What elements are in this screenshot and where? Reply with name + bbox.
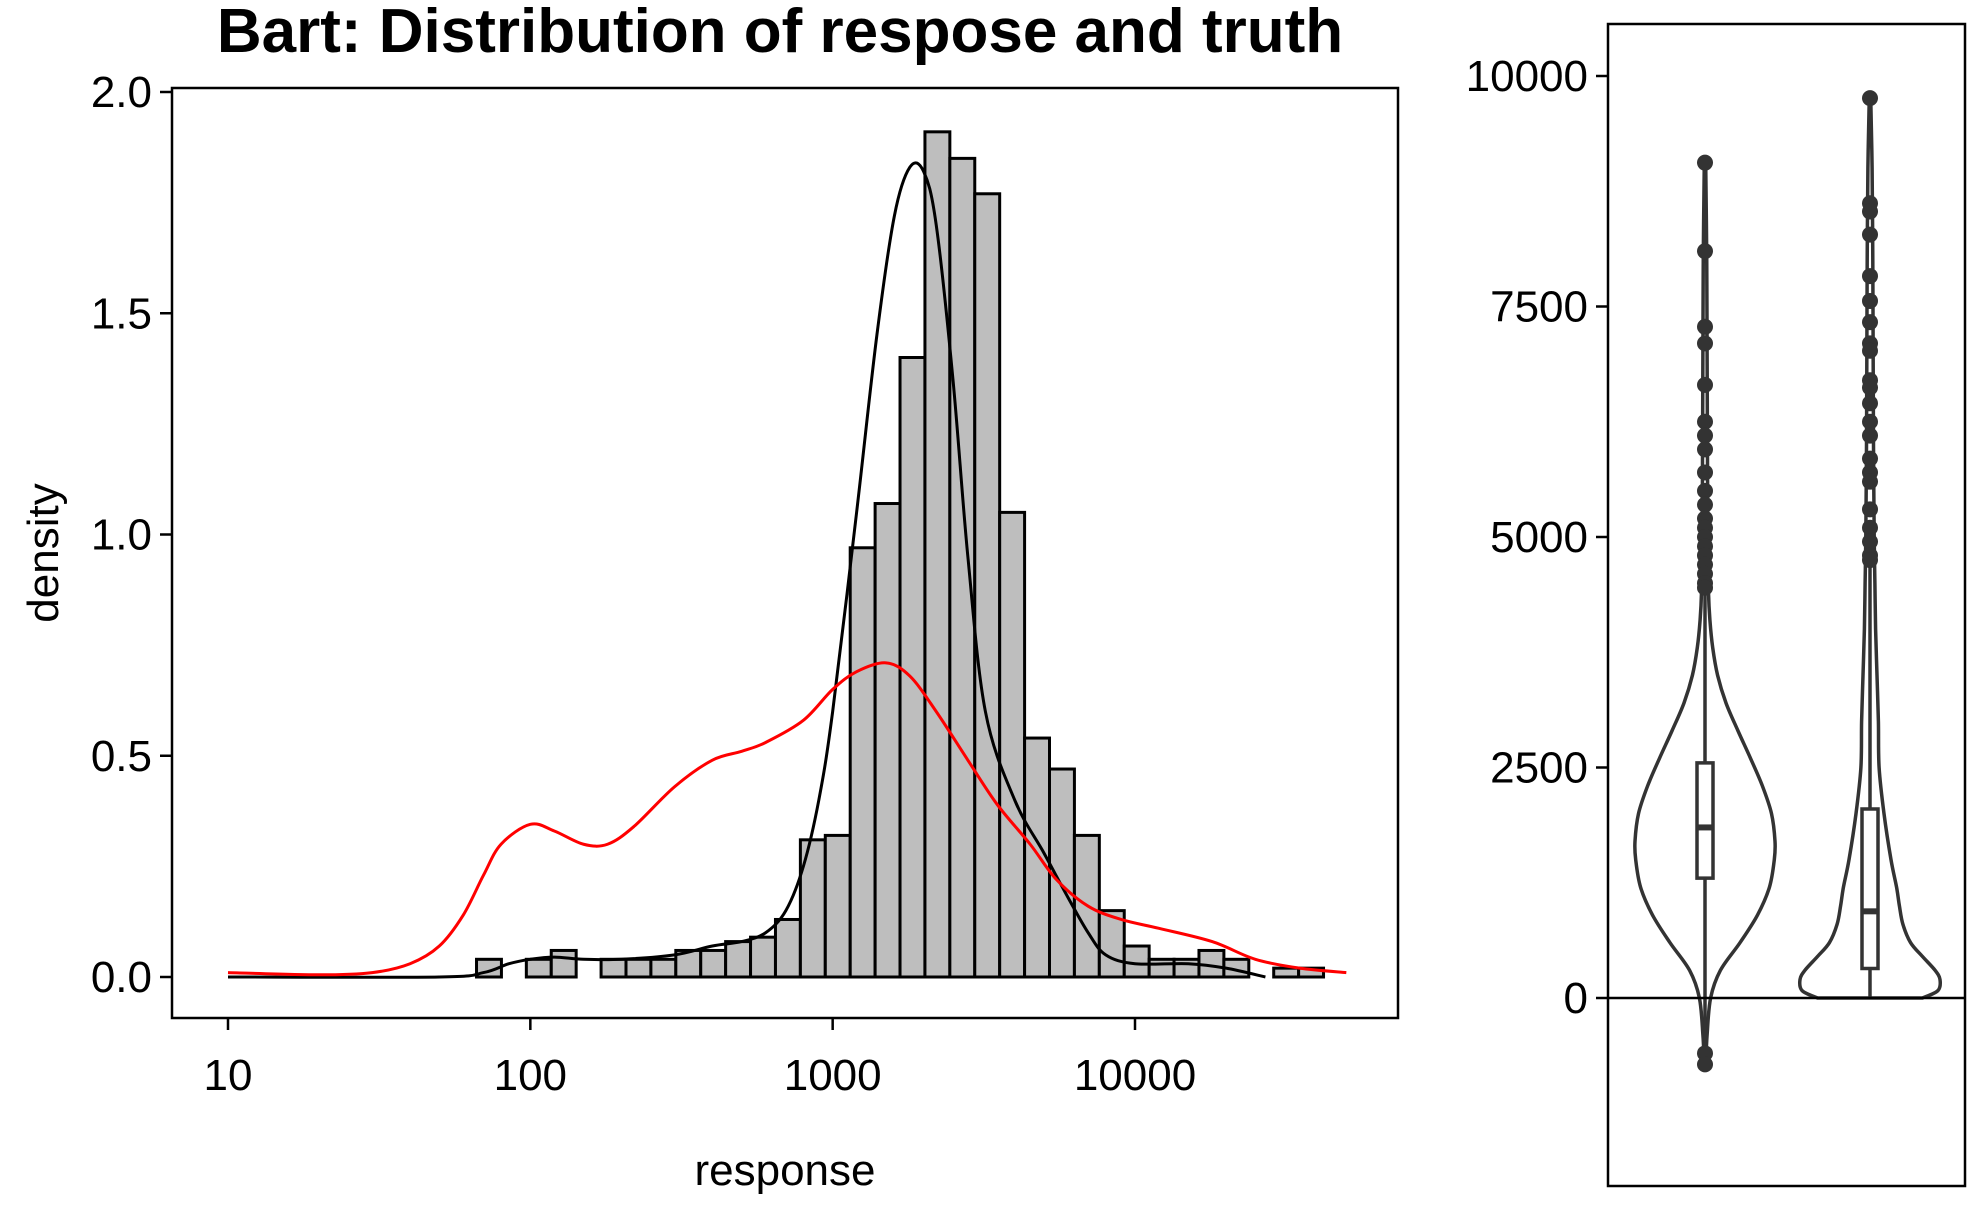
histogram-bar bbox=[699, 948, 728, 979]
outlier-point bbox=[1862, 533, 1878, 550]
iqr-box bbox=[1860, 807, 1880, 971]
truth-density-line bbox=[227, 661, 1347, 977]
histogram-bar bbox=[773, 917, 802, 979]
outlier-point bbox=[1862, 226, 1878, 243]
iqr-box bbox=[1695, 761, 1715, 880]
outlier-point bbox=[1862, 519, 1878, 536]
y-tick-label: 2.0 bbox=[91, 68, 152, 117]
outlier-point bbox=[1862, 203, 1878, 220]
outlier-point bbox=[1862, 292, 1878, 309]
histogram-bar bbox=[649, 957, 678, 979]
density-lines bbox=[227, 161, 1347, 979]
violin-y-tick-label: 0 bbox=[1564, 974, 1588, 1023]
histogram-bar bbox=[898, 356, 927, 979]
histogram-bar bbox=[524, 957, 553, 979]
histogram-bar bbox=[1023, 736, 1052, 979]
outlier-point bbox=[1862, 395, 1878, 412]
violin-y-tick-label: 10000 bbox=[1466, 52, 1588, 101]
outlier-point bbox=[1862, 450, 1878, 467]
outlier-point bbox=[1697, 154, 1713, 171]
histogram-bar bbox=[998, 510, 1027, 979]
histogram-bar bbox=[848, 546, 877, 979]
outlier-point bbox=[1862, 473, 1878, 490]
histogram-bar bbox=[1272, 966, 1301, 979]
x-tick-label: 100 bbox=[494, 1051, 567, 1100]
violin-y-tick-label: 5000 bbox=[1490, 513, 1588, 562]
outlier-point bbox=[1697, 1056, 1713, 1073]
histogram-bar bbox=[923, 130, 952, 979]
histogram-bar bbox=[1147, 957, 1176, 979]
x-tick-label: 10 bbox=[204, 1051, 253, 1100]
histogram-bar bbox=[1097, 909, 1126, 979]
outlier-point bbox=[1862, 501, 1878, 518]
histogram-bar bbox=[873, 502, 902, 979]
outlier-point bbox=[1697, 318, 1713, 335]
histogram-bar bbox=[948, 156, 977, 979]
outlier-point bbox=[1697, 427, 1713, 444]
y-tick-label: 0.5 bbox=[91, 732, 152, 781]
histogram-bar bbox=[1172, 957, 1201, 979]
left-panel-border bbox=[170, 86, 1400, 1020]
outlier-point bbox=[1862, 379, 1878, 396]
histogram-bar bbox=[798, 838, 827, 979]
x-axis-title: response bbox=[694, 1146, 875, 1195]
outlier-point bbox=[1697, 335, 1713, 352]
outlier-point bbox=[1862, 552, 1878, 569]
outlier-point bbox=[1697, 464, 1713, 481]
y-tick-label: 1.0 bbox=[91, 511, 152, 560]
histogram-bar bbox=[823, 833, 852, 979]
outlier-point bbox=[1862, 342, 1878, 359]
outlier-point bbox=[1697, 376, 1713, 393]
histogram-bar bbox=[973, 192, 1002, 979]
histogram-bar bbox=[599, 957, 628, 979]
outlier-point bbox=[1697, 482, 1713, 499]
outlier-point bbox=[1862, 90, 1878, 107]
y-tick-label: 1.5 bbox=[91, 289, 152, 338]
violin-y-tick-label: 7500 bbox=[1490, 283, 1588, 332]
violin-y-tick-label: 2500 bbox=[1490, 744, 1588, 793]
chart-title: Bart: Distribution of respose and truth bbox=[217, 0, 1343, 66]
outlier-point bbox=[1862, 268, 1878, 285]
x-tick-label: 10000 bbox=[1074, 1051, 1196, 1100]
histogram-bar bbox=[549, 948, 578, 979]
outlier-point bbox=[1697, 1045, 1713, 1062]
outlier-point bbox=[1697, 496, 1713, 513]
histogram-bars bbox=[475, 130, 1326, 979]
outlier-point bbox=[1697, 579, 1713, 596]
violin-panel bbox=[1608, 90, 1965, 1073]
histogram-bar bbox=[624, 957, 653, 979]
histogram-bar bbox=[724, 940, 753, 979]
y-axis-title: density bbox=[19, 483, 68, 622]
histogram-bar bbox=[749, 935, 777, 979]
right-axes: 0 2500 5000 7500 10000 bbox=[1466, 22, 1967, 1188]
y-tick-label: 0.0 bbox=[91, 953, 152, 1002]
outlier-point bbox=[1697, 413, 1713, 430]
outlier-point bbox=[1862, 314, 1878, 331]
x-tick-label: 1000 bbox=[784, 1051, 882, 1100]
response-density-line bbox=[227, 161, 1266, 979]
outlier-point bbox=[1697, 243, 1713, 260]
outlier-point bbox=[1697, 441, 1713, 458]
outlier-point bbox=[1862, 413, 1878, 430]
right-panel-border bbox=[1606, 22, 1967, 1188]
left-axes: 10 100 1000 10000 0.0 0.5 1.0 1.5 2.0 bbox=[91, 68, 1400, 1100]
outlier-point bbox=[1862, 427, 1878, 444]
